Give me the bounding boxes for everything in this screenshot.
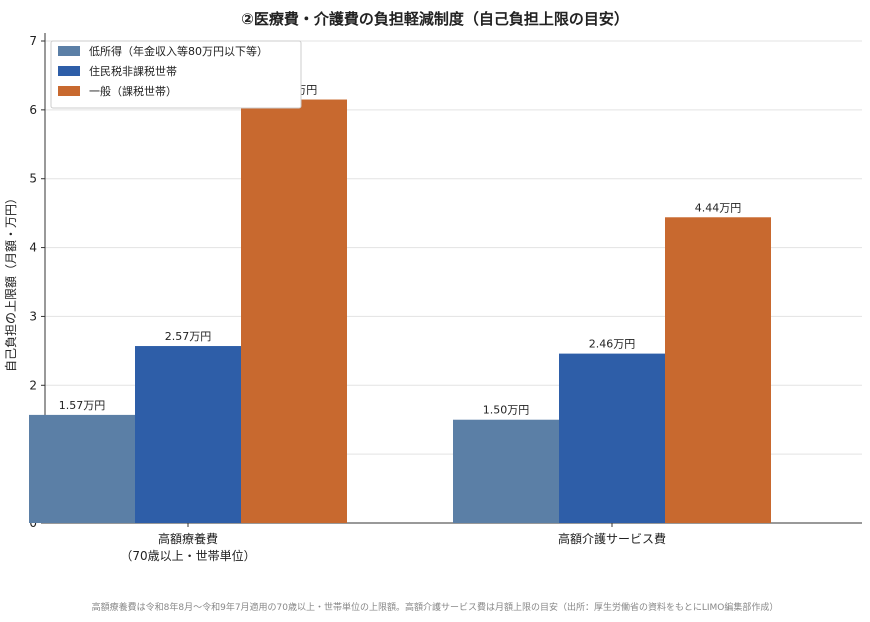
bar xyxy=(135,346,241,523)
bar xyxy=(241,99,347,524)
footnote: 高額療養費は令和8年8月〜令和9年7月適用の70歳以上・世帯単位の上限額。高額介… xyxy=(91,603,779,613)
y-tick-label: 3 xyxy=(29,309,37,323)
y-axis-title: 自己負担の上限額（月額・万円） xyxy=(4,192,18,372)
legend-label: 低所得（年金収入等80万円以下等） xyxy=(89,44,268,58)
data-label: 2.46万円 xyxy=(589,338,636,351)
legend-label: 住民税非課税世帯 xyxy=(89,64,177,78)
legend-swatch xyxy=(58,86,80,96)
data-label: 4.44万円 xyxy=(695,201,742,214)
bar xyxy=(453,419,559,523)
x-tick-label: （70歳以上・世帯単位） xyxy=(120,548,255,563)
bar xyxy=(559,353,665,523)
data-label: 1.50万円 xyxy=(483,404,530,417)
legend-swatch xyxy=(58,66,80,76)
legend-label: 一般（課税世帯） xyxy=(89,84,177,98)
y-tick-label: 6 xyxy=(29,103,37,117)
y-tick-label: 2 xyxy=(29,378,37,392)
y-tick-label: 5 xyxy=(29,172,37,186)
bar xyxy=(29,414,135,523)
data-label: 1.57万円 xyxy=(59,399,106,412)
data-label: 2.57万円 xyxy=(165,330,212,343)
x-tick-label: 高額療養費 xyxy=(158,531,218,546)
chart-title: ②医療費・介護費の負担軽減制度（自己負担上限の目安） xyxy=(241,10,629,28)
x-tick-label: 高額介護サービス費 xyxy=(558,531,666,546)
legend-box xyxy=(50,40,302,109)
legend-swatch xyxy=(58,46,80,56)
y-tick-label: 7 xyxy=(29,34,37,48)
bar xyxy=(665,217,771,523)
y-tick-label: 4 xyxy=(29,241,37,255)
